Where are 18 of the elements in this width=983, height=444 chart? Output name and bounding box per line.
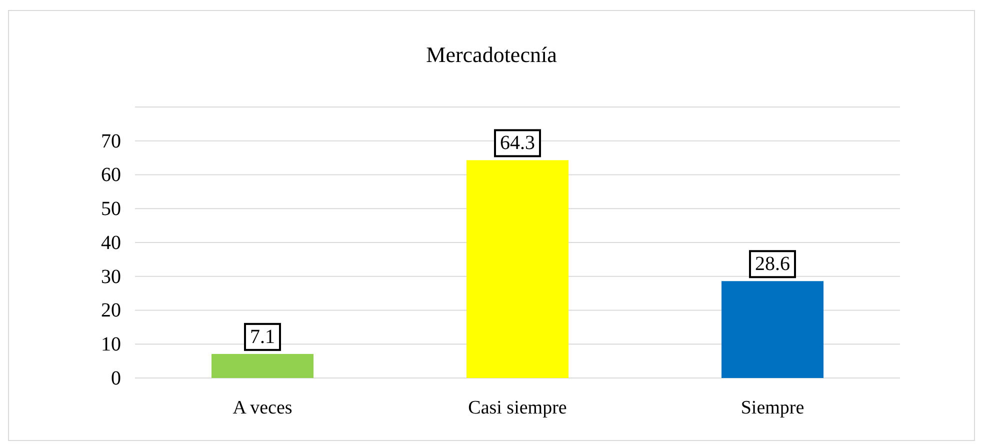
x-tick-label: Siempre — [740, 397, 804, 418]
y-tick-label: 20 — [101, 300, 121, 322]
y-tick-label: 0 — [111, 367, 121, 390]
y-tick-label: 40 — [101, 232, 121, 254]
data-label: 28.6 — [755, 253, 790, 276]
data-label: 64.3 — [500, 132, 535, 154]
y-tick-label: 60 — [101, 164, 121, 186]
x-tick-label: A veces — [232, 397, 292, 418]
x-tick-label: Casi siempre — [468, 397, 567, 418]
y-tick-label: 70 — [101, 130, 121, 152]
y-tick-label: 50 — [101, 198, 121, 220]
y-tick-label: 10 — [101, 334, 121, 356]
y-tick-label: 30 — [101, 266, 121, 288]
data-label: 7.1 — [250, 326, 275, 348]
chart-title: Mercadotecnía — [426, 42, 558, 67]
bar — [212, 354, 314, 378]
bar — [466, 160, 568, 378]
bar — [722, 281, 824, 378]
